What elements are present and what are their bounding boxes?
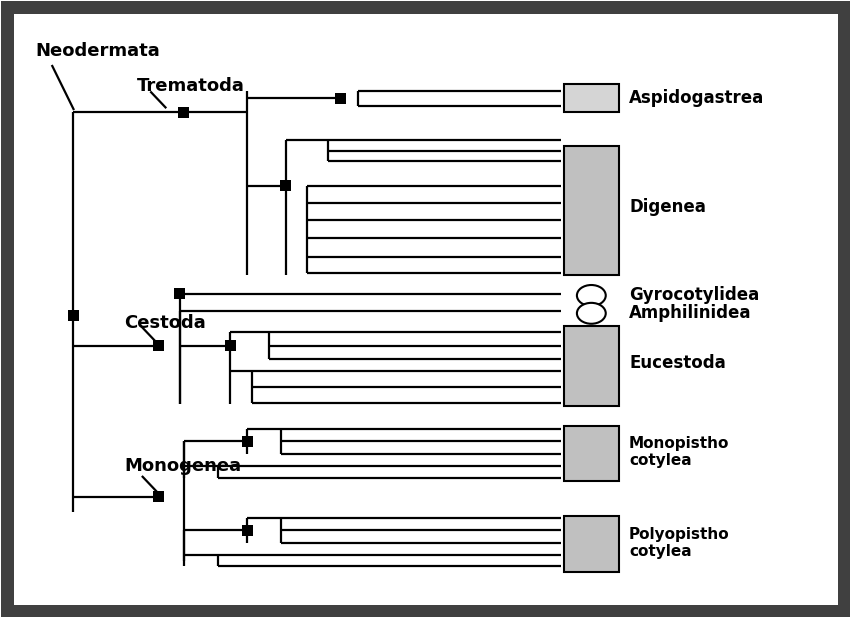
Bar [563, 146, 619, 275]
Text: Digenea: Digenea [629, 198, 706, 216]
Text: Monopistho
cotylea: Monopistho cotylea [629, 436, 729, 468]
Text: Aspidogastrea: Aspidogastrea [629, 89, 764, 107]
Bar [225, 341, 236, 352]
Text: Amphilinidea: Amphilinidea [629, 304, 751, 323]
Bar [178, 106, 189, 117]
Circle shape [577, 303, 606, 324]
Bar [563, 516, 619, 572]
Bar [563, 426, 619, 481]
Bar [153, 491, 164, 502]
Text: Polyopistho
cotylea: Polyopistho cotylea [629, 527, 729, 559]
Text: Neodermata: Neodermata [36, 41, 160, 59]
Bar [563, 326, 619, 405]
Bar [242, 525, 253, 536]
Bar [242, 436, 253, 447]
Text: Eucestoda: Eucestoda [629, 354, 726, 372]
Text: Cestoda: Cestoda [124, 313, 206, 331]
Bar [68, 310, 79, 321]
Bar [563, 85, 619, 111]
Text: Monogenea: Monogenea [124, 457, 242, 475]
Circle shape [577, 285, 606, 306]
Bar [153, 341, 164, 352]
Bar [280, 180, 291, 192]
Bar [174, 288, 185, 299]
Bar [335, 93, 346, 104]
Text: Trematoda: Trematoda [137, 77, 245, 95]
Text: Gyrocotylidea: Gyrocotylidea [629, 287, 759, 305]
